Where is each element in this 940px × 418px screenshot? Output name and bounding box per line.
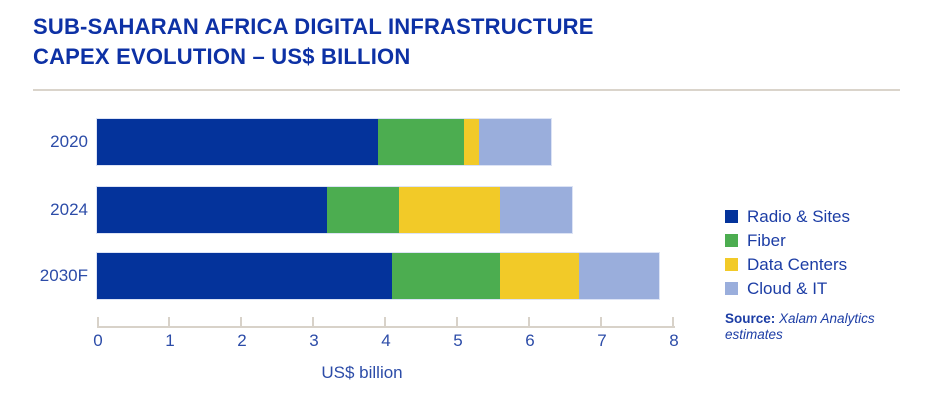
axis-tick-label: 7 (597, 331, 607, 350)
legend-item: Cloud & IT (725, 277, 850, 300)
axis-tick (600, 317, 602, 326)
chart-title: SUB-SAHARAN AFRICA DIGITAL INFRASTRUCTUR… (33, 12, 594, 72)
axis-tick-label: 8 (669, 331, 679, 350)
axis-tick (384, 317, 386, 326)
source-note: Source: Xalam Analytics estimates (725, 311, 885, 343)
bar-segment (97, 119, 378, 165)
bar-segment (500, 253, 580, 299)
legend-item-label: Data Centers (747, 254, 848, 274)
legend-item: Data Centers (725, 253, 850, 276)
x-axis-line (97, 326, 675, 328)
legend-swatch (725, 234, 738, 247)
legend-item: Fiber (725, 229, 850, 252)
chart-title-line1: SUB-SAHARAN AFRICA DIGITAL INFRASTRUCTUR… (33, 14, 594, 39)
axis-tick (528, 317, 530, 326)
category-label: 2024 (50, 200, 88, 219)
chart-title-line2: CAPEX EVOLUTION – US$ BILLION (33, 44, 411, 69)
legend-swatch (725, 282, 738, 295)
title-divider (33, 89, 900, 91)
bar-segment (500, 187, 573, 233)
stacked-bar (97, 253, 659, 299)
stacked-bar (97, 187, 573, 233)
axis-tick-label: 5 (453, 331, 463, 350)
category-label: 2030F (39, 266, 88, 285)
legend-swatch (725, 210, 738, 223)
bar-segment (97, 253, 393, 299)
bar-segment (377, 119, 465, 165)
legend-item-label: Fiber (747, 230, 786, 250)
axis-tick-label: 2 (237, 331, 247, 350)
legend-item-label: Radio & Sites (747, 206, 850, 226)
axis-tick (312, 317, 314, 326)
legend: Radio & Sites Fiber Data Centers Cloud & IT (725, 205, 850, 301)
bar-segment (478, 119, 551, 165)
legend-swatch (725, 258, 738, 271)
bar-segment (392, 253, 501, 299)
bar-segment (464, 119, 479, 165)
axis-tick-label: 4 (381, 331, 391, 350)
stacked-bar (97, 119, 551, 165)
bar-segment (399, 187, 501, 233)
source-text: Xalam Analytics estimates (725, 311, 875, 342)
bar-segment (327, 187, 400, 233)
source-label: Source: (725, 311, 776, 326)
legend-item-label: Cloud & IT (747, 278, 828, 298)
axis-tick (672, 317, 674, 326)
bar-segment (579, 253, 659, 299)
category-label: 2020 (50, 132, 88, 151)
axis-tick (97, 317, 99, 326)
legend-item: Radio & Sites (725, 205, 850, 228)
axis-tick (240, 317, 242, 326)
x-axis-label: US$ billion (321, 363, 403, 382)
axis-tick (168, 317, 170, 326)
axis-tick-label: 3 (309, 331, 319, 350)
axis-tick-label: 6 (525, 331, 535, 350)
bar-segment (97, 187, 328, 233)
axis-tick-label: 0 (93, 331, 103, 350)
axis-tick-label: 1 (165, 331, 175, 350)
axis-tick (456, 317, 458, 326)
